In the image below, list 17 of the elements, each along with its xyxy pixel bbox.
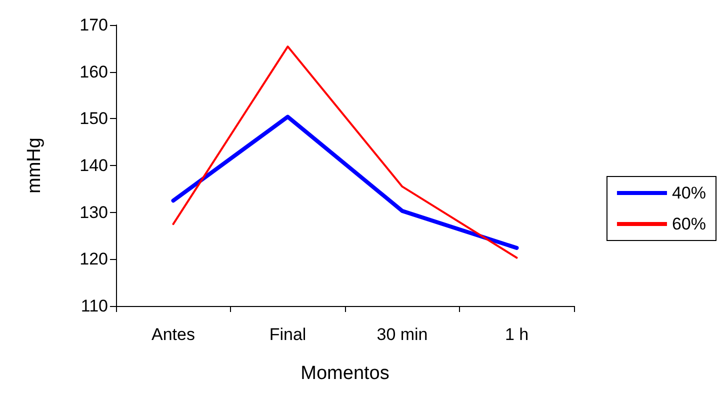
y-axis-title: mmHg (24, 138, 45, 194)
x-tick-label: Antes (152, 325, 195, 344)
y-tick-label: 150 (80, 109, 108, 128)
y-tick-label: 130 (80, 202, 108, 222)
x-tick-label: 30 min (376, 325, 428, 344)
x-tick-label: Final (269, 325, 306, 344)
x-tick-label: 1 h (504, 325, 529, 344)
line-series (171, 114, 519, 250)
y-tick-label: 140 (80, 156, 108, 175)
y-tick-label: 120 (80, 250, 108, 269)
legend-label: 60% (672, 214, 706, 234)
legend-label: 40% (672, 184, 706, 202)
y-tick-label: 110 (80, 296, 108, 316)
y-tick-label: 170 (80, 16, 108, 34)
x-axis-title: Momentos (300, 363, 390, 384)
line-series (172, 46, 518, 259)
y-tick-label: 160 (80, 62, 108, 82)
